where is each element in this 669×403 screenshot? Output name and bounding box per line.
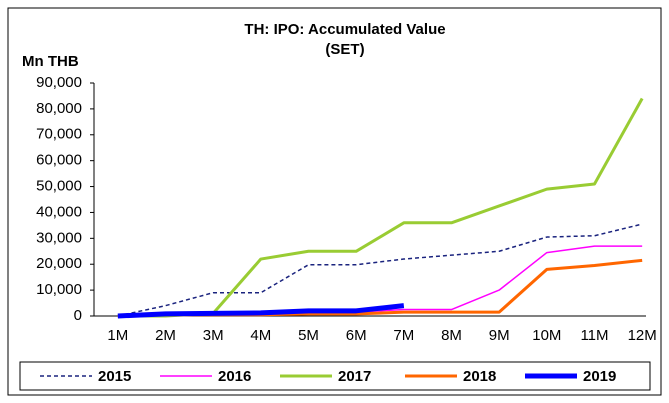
legend bbox=[19, 361, 651, 391]
legend-label: 2016 bbox=[218, 368, 251, 385]
x-tick-label: 4M bbox=[250, 327, 271, 344]
x-tick-label: 3M bbox=[203, 327, 224, 344]
x-tick-label: 8M bbox=[441, 327, 462, 344]
y-tick-label: 90,000 bbox=[36, 74, 82, 91]
y-tick-label: 0 bbox=[74, 307, 82, 324]
y-tick-label: 60,000 bbox=[36, 152, 82, 169]
x-tick-label: 11M bbox=[580, 327, 608, 344]
x-tick-label: 7M bbox=[393, 327, 414, 344]
x-tick-label: 2M bbox=[155, 327, 176, 344]
legend-label: 2017 bbox=[338, 368, 371, 385]
legend-label: 2019 bbox=[583, 368, 616, 385]
chart-title: TH: IPO: Accumulated Value bbox=[244, 21, 445, 38]
x-tick-label: 1M bbox=[107, 327, 128, 344]
y-tick-label: 30,000 bbox=[36, 229, 82, 246]
series-line bbox=[117, 223, 643, 317]
y-tick-label: 70,000 bbox=[36, 126, 82, 143]
y-tick-label: 80,000 bbox=[36, 100, 82, 117]
legend-label: 2018 bbox=[463, 368, 496, 385]
y-tick-label: 10,000 bbox=[36, 281, 82, 298]
x-tick-label: 6M bbox=[346, 327, 367, 344]
x-tick-label: 5M bbox=[298, 327, 319, 344]
chart-subtitle: (SET) bbox=[325, 41, 364, 58]
y-tick-label: 40,000 bbox=[36, 203, 82, 220]
y-tick-label: 50,000 bbox=[36, 178, 82, 195]
x-tick-label: 10M bbox=[532, 327, 561, 344]
y-tick-label: 20,000 bbox=[36, 255, 82, 272]
series-line bbox=[117, 303, 405, 319]
frame bbox=[7, 7, 662, 396]
legend-label: 2015 bbox=[98, 368, 131, 385]
x-tick-label: 9M bbox=[489, 327, 510, 344]
y-axis-label: Mn THB bbox=[22, 53, 79, 70]
x-tick-label: 12M bbox=[628, 327, 657, 344]
